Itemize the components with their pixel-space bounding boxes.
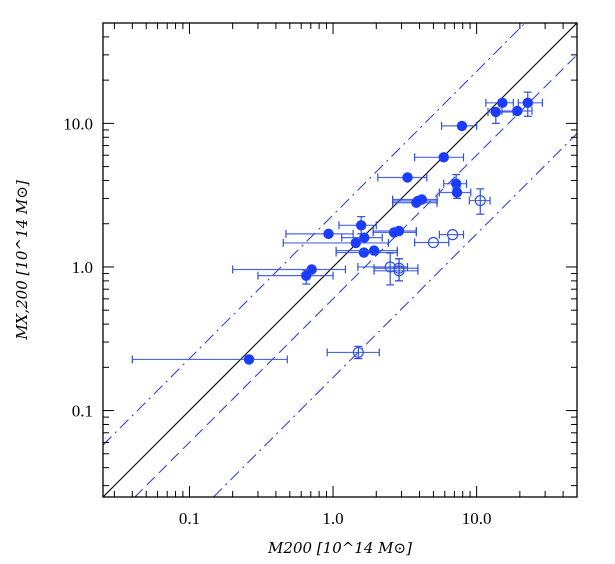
filled-point xyxy=(487,106,514,124)
x-tick-labels: 0.1 1.0 10.0 xyxy=(179,509,492,528)
point-marker xyxy=(512,105,523,117)
open-point xyxy=(438,229,465,241)
point-marker xyxy=(359,232,370,243)
filled-point xyxy=(440,120,478,132)
point-marker xyxy=(358,247,370,258)
filled-point xyxy=(341,232,383,243)
x-tick-label: 1.0 xyxy=(322,509,343,528)
point-marker xyxy=(350,237,361,249)
open-point xyxy=(357,252,409,286)
filled-point xyxy=(377,172,428,183)
reference-line-dash-dot xyxy=(213,133,577,497)
reference-line-dashed xyxy=(134,54,577,497)
filled-point xyxy=(338,216,377,235)
filled-point xyxy=(131,354,288,365)
axis-ticks xyxy=(103,22,578,497)
y-axis-label: MX,200 [10^14 M⊙] xyxy=(13,180,31,340)
point-marker xyxy=(243,354,255,365)
point-marker xyxy=(490,106,502,118)
filled-point xyxy=(372,225,417,237)
point-marker xyxy=(427,236,440,249)
filled-point xyxy=(485,97,514,109)
data-points xyxy=(131,91,543,365)
x-tick-label: 10.0 xyxy=(462,509,492,528)
point-marker xyxy=(497,97,508,109)
filled-point xyxy=(443,173,468,190)
filled-point xyxy=(438,186,472,200)
filled-point xyxy=(414,152,465,163)
point-marker xyxy=(450,178,462,189)
filled-point xyxy=(392,197,438,208)
filled-point xyxy=(282,237,390,249)
filled-point xyxy=(517,91,543,117)
y-tick-labels: 0.1 1.0 10.0 xyxy=(63,114,93,420)
y-tick-label: 0.1 xyxy=(72,402,93,421)
point-marker xyxy=(323,228,334,240)
open-point xyxy=(373,258,419,282)
point-marker xyxy=(438,152,449,163)
point-marker xyxy=(368,245,380,256)
point-marker xyxy=(352,346,364,359)
point-marker xyxy=(474,194,486,207)
point-marker xyxy=(355,220,367,231)
reference-lines xyxy=(103,23,577,497)
filled-point xyxy=(335,245,398,256)
y-tick-label: 10.0 xyxy=(63,114,93,133)
reference-line-solid xyxy=(103,23,577,497)
plot-frame xyxy=(102,22,578,498)
point-marker xyxy=(411,197,422,208)
x-axis-label: M200 [10^14 M⊙] xyxy=(267,539,412,557)
open-point xyxy=(414,236,450,249)
open-point xyxy=(373,258,419,282)
open-point xyxy=(326,345,380,360)
point-marker xyxy=(522,97,533,109)
x-tick-label: 0.1 xyxy=(179,509,200,528)
open-point xyxy=(468,188,491,215)
y-tick-label: 1.0 xyxy=(72,258,93,277)
point-marker xyxy=(393,225,405,237)
point-marker xyxy=(446,229,459,241)
filled-point xyxy=(501,105,533,117)
point-marker xyxy=(456,120,468,132)
point-marker xyxy=(402,172,413,183)
point-marker xyxy=(393,265,405,277)
point-marker xyxy=(300,270,312,281)
filled-point xyxy=(232,264,347,275)
point-marker xyxy=(451,187,463,198)
filled-point xyxy=(257,269,334,285)
